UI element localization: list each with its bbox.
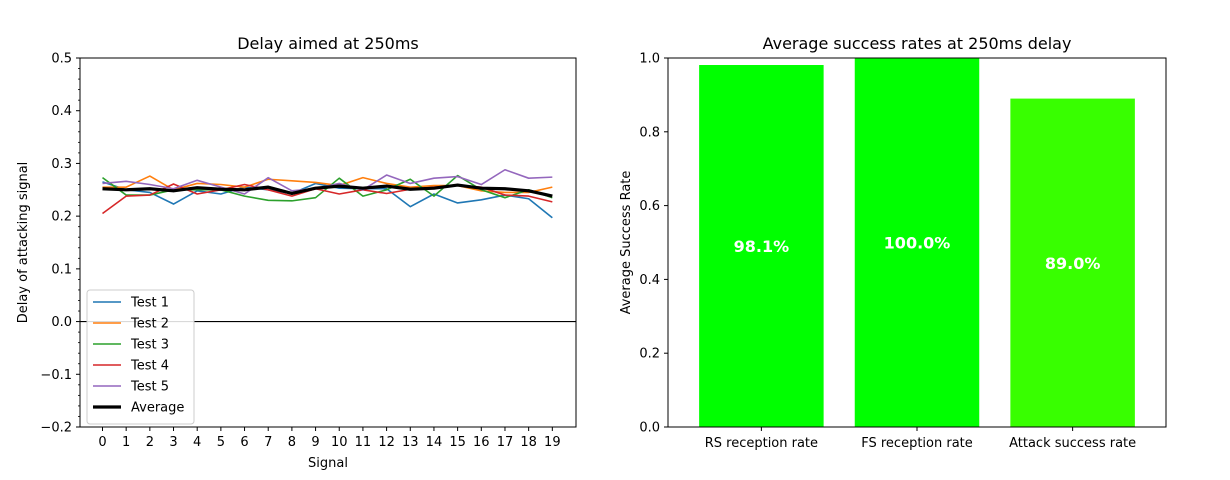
y-tick-label: 0.8 [639, 125, 660, 140]
y-tick-label: 0.2 [51, 210, 72, 225]
y-tick-label: 0.0 [51, 315, 72, 330]
x-tick-label: 7 [264, 435, 272, 450]
bar-chart-ylabel: Average Success Rate [619, 171, 634, 315]
line-chart-xlabel: Signal [308, 456, 348, 471]
series-line-average [102, 183, 553, 198]
y-tick-label: −0.1 [40, 368, 72, 383]
x-tick-label: 12 [378, 435, 395, 450]
y-tick-label: 0.4 [51, 104, 72, 119]
y-tick-label: 0.5 [51, 52, 72, 67]
line-chart-legend: Test 1 Test 2 Test 3 Test 4 Test 5 Average [86, 289, 195, 425]
legend-label: Test 4 [130, 359, 169, 374]
x-tick-label: 13 [402, 435, 419, 450]
x-tick-label: FS reception rate [861, 436, 973, 451]
bar-rs-reception-rate [699, 65, 824, 428]
bar-attack-success-rate [1010, 98, 1135, 427]
x-tick-label: 2 [146, 435, 154, 450]
x-tick-label: 9 [311, 435, 319, 450]
x-tick-label: 15 [449, 435, 466, 450]
bar-chart-frame [667, 57, 1167, 428]
y-tick-label: 0.6 [639, 199, 660, 214]
line-chart-title: Delay aimed at 250ms [237, 34, 419, 53]
line-chart: Delay aimed at 250ms Signal Delay of att… [16, 34, 577, 471]
bar-chart-bars: 98.1% 100.0% 89.0% [699, 58, 1135, 428]
y-tick-label: 0.0 [639, 421, 660, 436]
y-tick-label: 0.4 [639, 273, 660, 288]
legend-label: Test 2 [130, 317, 169, 332]
x-tick-label: 6 [240, 435, 248, 450]
x-tick-label: 18 [520, 435, 537, 450]
y-tick-label: 0.1 [51, 262, 72, 277]
y-tick-label: 0.3 [51, 157, 72, 172]
x-tick-label: 0 [98, 435, 106, 450]
x-tick-label: 17 [497, 435, 514, 450]
line-chart-ticks: 0 1 2 3 4 5 6 7 8 9 10 11 12 13 14 15 16 17 18 19−0.2−0.10.… [40, 52, 560, 451]
x-tick-label: 4 [193, 435, 201, 450]
legend-label: Test 3 [130, 338, 169, 353]
line-chart-ylabel: Delay of attacking signal [16, 162, 31, 324]
y-tick-label: −0.2 [40, 421, 72, 436]
bar-value-label: 89.0% [1045, 254, 1101, 273]
x-tick-label: 14 [426, 435, 443, 450]
x-tick-label: 1 [122, 435, 130, 450]
x-tick-label: 5 [217, 435, 225, 450]
y-tick-label: 0.2 [639, 347, 660, 362]
x-tick-label: RS reception rate [705, 436, 818, 451]
legend-label: Test 5 [130, 380, 169, 395]
bar-chart-ticks: RS reception rate FS reception rate Attack… [639, 52, 1136, 452]
bar-chart: Average success rates at 250ms delay Ave… [619, 34, 1167, 452]
x-tick-label: 16 [473, 435, 490, 450]
bar-fs-reception-rate [854, 58, 980, 427]
x-tick-label: 8 [288, 435, 296, 450]
legend-label: Test 1 [130, 296, 169, 311]
x-tick-label: 19 [544, 435, 561, 450]
line-chart-frame [79, 57, 577, 428]
x-tick-label: 11 [355, 435, 372, 450]
bar-value-label: 100.0% [884, 234, 951, 253]
x-tick-label: 10 [331, 435, 348, 450]
bar-chart-title: Average success rates at 250ms delay [763, 34, 1072, 53]
line-chart-series [80, 168, 576, 323]
x-tick-label: 3 [169, 435, 177, 450]
y-tick-label: 1.0 [639, 52, 660, 67]
x-tick-label: Attack success rate [1009, 436, 1136, 451]
bar-value-label: 98.1% [734, 237, 790, 256]
legend-label: Average [131, 401, 184, 416]
